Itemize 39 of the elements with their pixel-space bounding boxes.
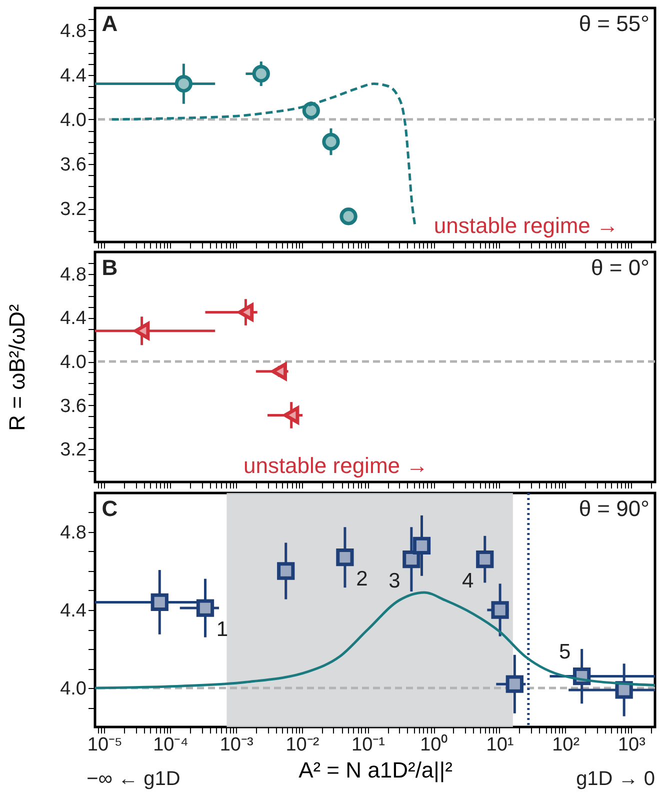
y-tick-label: 3.2 xyxy=(60,440,86,461)
annotation: 2 xyxy=(356,567,368,590)
annotation: unstable regime → xyxy=(434,213,619,238)
x-tick-label: 10⁻⁴ xyxy=(153,734,188,756)
annotation: C xyxy=(102,496,118,521)
y-tick-label: 4.0 xyxy=(60,678,86,700)
x-tick-label: 10³ xyxy=(618,734,646,756)
text: −∞ ← g1D xyxy=(86,768,180,790)
y-tick-label: 4.4 xyxy=(60,308,87,330)
annotation: θ = 55° xyxy=(578,11,650,36)
annotation: θ = 90° xyxy=(578,496,650,521)
y-tick-label: 4.8 xyxy=(60,20,86,42)
y-axis-title: R = ωB²/ωD² xyxy=(4,304,30,431)
x-tick-label: 10⁻² xyxy=(286,734,320,756)
x-tick-label: 10⁰ xyxy=(420,734,448,756)
y-tick-label: 4.0 xyxy=(60,110,86,131)
annotation: 4 xyxy=(462,569,474,592)
x-tick-label: 10⁻³ xyxy=(220,734,254,756)
x-axis-title: A² = N a1D²/a||² xyxy=(298,758,452,782)
x-tick-label: 10⁻¹ xyxy=(352,734,386,756)
y-tick-label: 4.8 xyxy=(60,522,86,544)
y-tick-label: 3.6 xyxy=(60,154,86,176)
x-tick-label: 10² xyxy=(552,734,580,756)
annotation: θ = 0° xyxy=(591,255,650,280)
text: g1D → 0 xyxy=(576,768,655,790)
y-tick-label: 4.0 xyxy=(60,352,86,374)
y-tick-label: 3.2 xyxy=(60,199,86,220)
annotation: 3 xyxy=(388,569,400,592)
y-tick-label: 3.6 xyxy=(60,396,86,417)
x-tick-label: 10⁻⁵ xyxy=(87,734,122,756)
annotation: A xyxy=(102,11,118,36)
y-tick-label: 4.8 xyxy=(60,264,86,286)
annotation: B xyxy=(102,255,118,280)
annotation: unstable regime → xyxy=(243,453,428,478)
y-tick-label: 4.4 xyxy=(60,600,87,622)
annotation: 1 xyxy=(216,618,228,642)
y-tick-label: 4.4 xyxy=(60,65,87,86)
annotation: 5 xyxy=(558,640,571,664)
x-tick-label: 10¹ xyxy=(486,734,514,756)
